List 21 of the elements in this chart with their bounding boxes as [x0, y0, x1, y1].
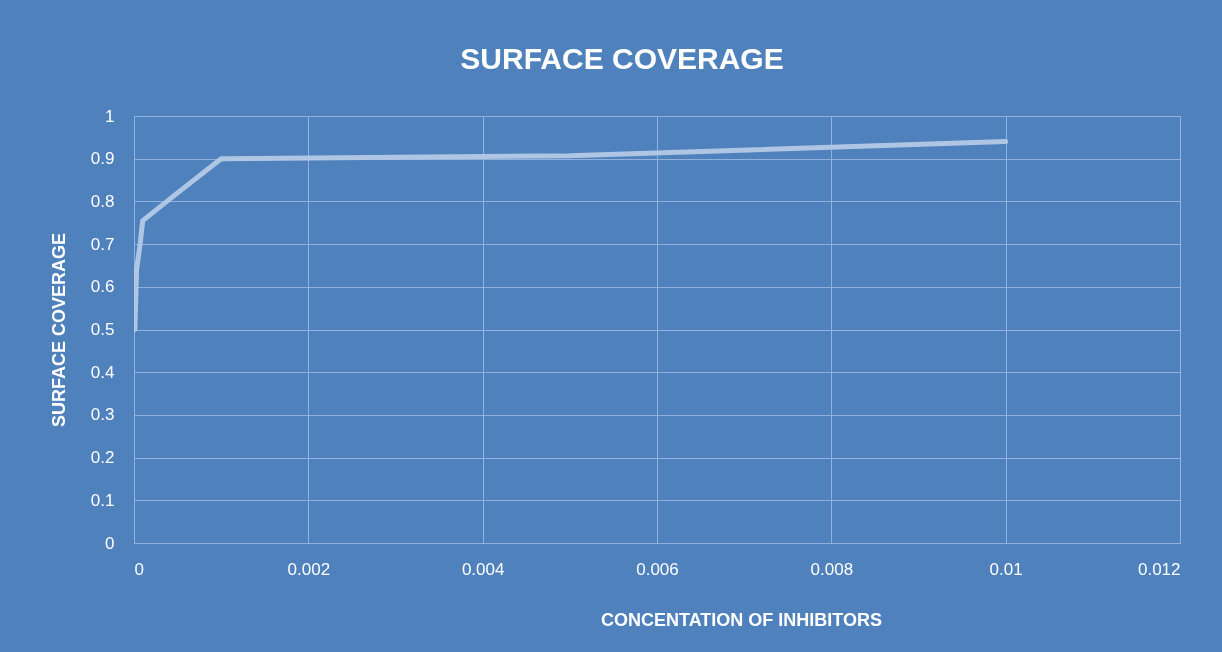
y-tick-label: 1: [105, 106, 115, 126]
x-tick-label: 0: [134, 559, 144, 579]
y-tick-label: 0.2: [90, 448, 115, 468]
y-tick-label: 0.9: [90, 149, 115, 169]
y-tick-label: 0.6: [90, 277, 115, 297]
x-tick-label: 0.01: [989, 559, 1023, 579]
x-axis-title: CONCENTATION OF INHIBITORS: [601, 609, 882, 630]
x-tick-label: 0.012: [1137, 559, 1181, 579]
y-tick-label: 0.7: [90, 234, 115, 254]
y-tick-label: 0.8: [90, 191, 115, 211]
y-tick-label: 0.5: [90, 320, 115, 339]
y-tick-label: 0.4: [90, 362, 115, 382]
y-axis-title: SURFACE COVERAGE: [48, 232, 69, 428]
x-tick-label: 0.002: [287, 559, 331, 579]
x-tick-label: 0.004: [461, 559, 505, 579]
y-tick-label: 0: [105, 533, 115, 553]
x-tick-label: 0.006: [636, 559, 679, 579]
x-tick-label: 0.008: [810, 559, 854, 579]
y-tick-label: 0.1: [90, 490, 115, 510]
y-tick-label: 0.3: [90, 405, 115, 425]
chart-title: SURFACE COVERAGE: [460, 42, 784, 75]
